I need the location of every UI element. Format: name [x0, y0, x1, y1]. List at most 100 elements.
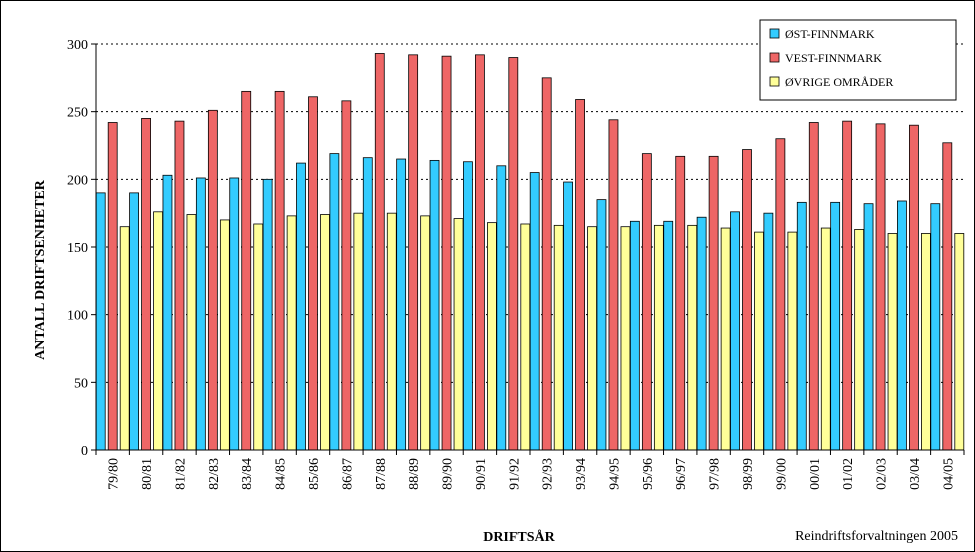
x-tick-label: 00/01: [808, 458, 823, 490]
bar-ost-finnmark: [930, 203, 941, 451]
bar-vest-finnmark: [441, 55, 452, 451]
legend: ØST-FINNMARK VEST-FINNMARK ØVRIGE OMRÅDER: [759, 19, 957, 101]
bar-ovrige-omrader: [720, 227, 731, 451]
bar-vest-finnmark: [475, 54, 485, 451]
legend-swatch: [769, 52, 780, 63]
x-tick-label: 85/86: [307, 458, 322, 490]
y-axis-title: ANTALL DRIFTSENHETER: [33, 179, 48, 360]
bar-ovrige-omrader: [754, 231, 764, 451]
bar-ovrige-omrader: [186, 214, 197, 451]
bar-ovrige-omrader: [487, 222, 497, 451]
bar-ost-finnmark: [195, 177, 206, 451]
source-note: Reindriftsforvaltningen 2005: [795, 529, 958, 544]
bar-ost-finnmark: [763, 212, 774, 451]
bar-ovrige-omrader: [887, 233, 898, 451]
bar-vest-finnmark: [808, 122, 819, 451]
bar-ost-finnmark: [496, 165, 507, 451]
bar-vest-finnmark: [141, 118, 151, 451]
bar-ovrige-omrader: [553, 224, 564, 451]
x-tick-label: 89/90: [441, 458, 456, 490]
bar-ost-finnmark: [463, 161, 473, 451]
bar-ovrige-omrader: [153, 211, 163, 451]
x-tick-label: 04/05: [941, 458, 956, 490]
bar-ost-finnmark: [596, 199, 607, 451]
legend-swatch: [769, 76, 780, 87]
bar-ost-finnmark: [296, 162, 306, 451]
bar-ost-finnmark: [830, 201, 841, 451]
bar-ovrige-omrader: [954, 233, 965, 451]
y-tick-label: 100: [67, 309, 88, 324]
bar-ovrige-omrader: [119, 226, 130, 451]
bar-vest-finnmark: [308, 96, 318, 451]
bar-ovrige-omrader: [420, 215, 431, 451]
bar-ovrige-omrader: [320, 214, 330, 451]
bar-ost-finnmark: [329, 153, 340, 451]
bar-ost-finnmark: [629, 220, 640, 451]
bar-ovrige-omrader: [921, 233, 931, 451]
bar-ost-finnmark: [362, 157, 373, 451]
bar-vest-finnmark: [107, 122, 118, 451]
x-tick-label: 86/87: [340, 458, 355, 490]
y-tick-label: 250: [67, 106, 88, 121]
bar-vest-finnmark: [575, 99, 585, 451]
x-tick-label: 82/83: [207, 458, 222, 490]
bar-ovrige-omrader: [587, 226, 597, 451]
bar-vest-finnmark: [341, 100, 352, 451]
bar-vest-finnmark: [909, 124, 919, 451]
bar-ost-finnmark: [162, 174, 173, 451]
bar-vest-finnmark: [775, 138, 786, 451]
x-tick-label: 97/98: [708, 458, 723, 490]
y-tick-labels: 0 50 100 150 200 250 300: [67, 38, 88, 459]
x-tick-label: 90/91: [474, 458, 489, 490]
bar-ost-finnmark: [796, 201, 807, 451]
bar-ost-finnmark: [262, 178, 273, 451]
x-tick-label: 99/00: [774, 458, 789, 490]
bar-ost-finnmark: [863, 203, 874, 451]
bar-vest-finnmark: [608, 119, 619, 451]
bar-vest-finnmark: [207, 109, 218, 451]
x-tick-label: 03/04: [908, 458, 923, 490]
bar-ost-finnmark: [730, 211, 740, 451]
x-tick-label: 88/89: [407, 458, 422, 490]
axes: [91, 43, 965, 455]
bar-ost-finnmark: [563, 181, 573, 451]
bar-ost-finnmark: [396, 158, 407, 451]
bar-ovrige-omrader: [286, 215, 297, 451]
bar-ovrige-omrader: [520, 223, 531, 451]
x-tick-label: 02/03: [875, 458, 890, 490]
bar-ovrige-omrader: [386, 212, 397, 451]
x-tick-label: 80/81: [140, 458, 155, 490]
bar-vest-finnmark: [641, 153, 652, 451]
bar-ost-finnmark: [663, 220, 674, 451]
x-tick-label: 95/96: [641, 458, 656, 490]
x-tick-label: 92/93: [541, 458, 556, 490]
legend-label: ØST-FINNMARK: [785, 27, 875, 41]
x-tick-label: 01/02: [841, 458, 856, 490]
x-tick-label: 81/82: [173, 458, 188, 490]
bar-ovrige-omrader: [787, 231, 798, 451]
y-tick-label: 0: [81, 444, 88, 459]
bar-vest-finnmark: [675, 155, 686, 451]
x-tick-label: 87/88: [374, 458, 389, 490]
bar-ovrige-omrader: [854, 229, 865, 451]
bar-ost-finnmark: [429, 159, 440, 451]
x-tick-label: 79/80: [107, 458, 122, 490]
bar-ost-finnmark: [897, 200, 907, 451]
bar-ovrige-omrader: [453, 218, 464, 451]
x-tick-labels: 79/80 80/81 81/82 82/83 83/84 84/85 85/86 86/87…: [107, 458, 957, 490]
y-tick-label: 50: [74, 376, 88, 391]
bar-vest-finnmark: [708, 155, 719, 451]
bar-vest-finnmark: [374, 53, 385, 451]
x-tick-label: 93/94: [574, 458, 589, 490]
bar-vest-finnmark: [942, 142, 953, 451]
bar-ovrige-omrader: [353, 212, 364, 451]
bar-vest-finnmark: [742, 149, 752, 451]
x-tick-label: 94/95: [607, 458, 622, 490]
bar-ost-finnmark: [696, 216, 707, 451]
bar-vest-finnmark: [842, 120, 853, 451]
bar-vest-finnmark: [174, 120, 185, 451]
bar-ost-finnmark: [95, 192, 106, 451]
x-tick-label: 91/92: [507, 458, 522, 490]
bar-vest-finnmark: [274, 90, 285, 451]
